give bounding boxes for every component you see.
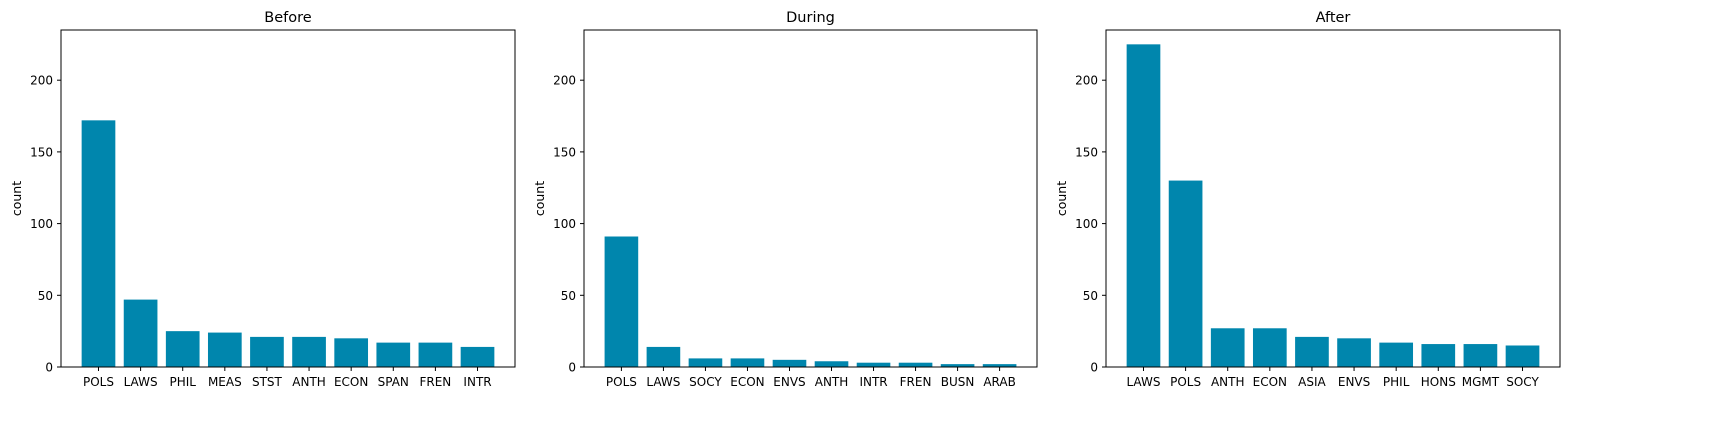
x-tick-label: STST [252,375,283,389]
x-tick-label: ECON [1253,375,1287,389]
bar-laws [1126,44,1161,368]
bar-meas [207,332,242,367]
y-tick-label: 150 [1075,145,1098,159]
x-tick-label: ARAB [983,375,1016,389]
y-tick-label: 100 [30,217,53,231]
x-tick-label: PHIL [1383,375,1410,389]
bar-econ [730,358,765,367]
y-tick-label: 100 [1075,217,1098,231]
bar-fren [418,342,453,367]
bar-span [376,342,411,367]
bar-arab [982,364,1017,367]
chart-title: After [1316,10,1351,26]
x-tick-label: INTR [463,375,491,389]
y-axis-label: count [532,181,547,216]
x-tick-label: FREN [900,375,932,389]
x-tick-label: ANTH [815,375,849,389]
x-tick-label: POLS [1170,375,1201,389]
axes-frame [60,29,516,368]
y-tick-label: 50 [38,289,53,303]
y-tick-label: 50 [561,289,576,303]
bar-laws [646,346,681,367]
x-tick-label: SOCY [689,375,722,389]
bar-fren [898,362,933,367]
x-tick-label: LAWS [1126,375,1160,389]
x-tick-label: ANTH [1211,375,1245,389]
axes-frame [583,29,1038,368]
bar-asia [1295,336,1329,367]
y-axis-label: count [9,181,24,216]
x-tick-label: SPAN [378,375,409,389]
bar-anth [292,336,326,367]
chart-title: Before [264,10,311,26]
y-tick-label: 50 [1083,289,1098,303]
bar-hons [1421,344,1456,367]
x-tick-label: FREN [419,375,451,389]
bar-envs [1337,338,1371,367]
bar-socy [688,358,723,367]
x-tick-label: ENVS [773,375,805,389]
panel-after: 0 50 100 150 200 LAWS POLS ANTH ECON ASIA ENVS PHIL… [1054,10,1561,389]
x-tick-label: LAWS [646,375,680,389]
bar-anth [1210,328,1245,367]
y-tick-label: 150 [30,145,53,159]
axes-frame [1105,29,1561,368]
x-tick-label: ASIA [1298,375,1326,389]
x-tick-label: POLS [606,375,637,389]
x-tick-label: ECON [334,375,368,389]
panel-before: 0 50 100 150 200 POLS LAWS PHIL MEAS STST ANTH ECON… [9,10,516,389]
bar-envs [772,359,807,367]
bar-pols [604,236,639,367]
y-tick-label: 0 [568,361,576,375]
bar-laws [123,299,158,367]
y-tick-label: 0 [45,361,53,375]
y-tick-label: 100 [553,217,576,231]
y-axis-label: count [1054,181,1069,216]
panel-during: 0 50 100 150 200 POLS LAWS SOCY ECON ENVS ANTH INTR… [532,10,1038,389]
y-tick-label: 0 [1090,361,1098,375]
y-tick-label: 200 [553,74,576,88]
bar-econ [1252,328,1287,367]
bar-phil [165,331,200,367]
bar-mgmt [1463,344,1498,367]
x-tick-label: ECON [730,375,764,389]
x-tick-label: ENVS [1338,375,1370,389]
y-tick-label: 150 [553,145,576,159]
bar-busn [940,364,975,367]
bar-phil [1379,342,1414,367]
x-tick-label: INTR [859,375,887,389]
bar-anth [814,361,849,367]
x-tick-label: MGMT [1462,375,1500,389]
bar-socy [1505,345,1540,367]
x-tick-label: MEAS [208,375,242,389]
bar-intr [460,346,495,367]
x-tick-label: PHIL [169,375,196,389]
x-tick-label: ANTH [292,375,326,389]
bar-stst [250,336,284,367]
bar-econ [334,338,369,367]
x-tick-label: SOCY [1506,375,1539,389]
y-tick-label: 200 [1075,74,1098,88]
x-tick-label: POLS [83,375,114,389]
y-tick-label: 200 [30,74,53,88]
bar-pols [81,120,116,367]
bar-intr [856,362,891,367]
chart-title: During [786,10,835,26]
x-tick-label: LAWS [124,375,158,389]
x-tick-label: BUSN [941,375,975,389]
bar-pols [1168,180,1203,367]
x-tick-label: HONS [1421,375,1456,389]
